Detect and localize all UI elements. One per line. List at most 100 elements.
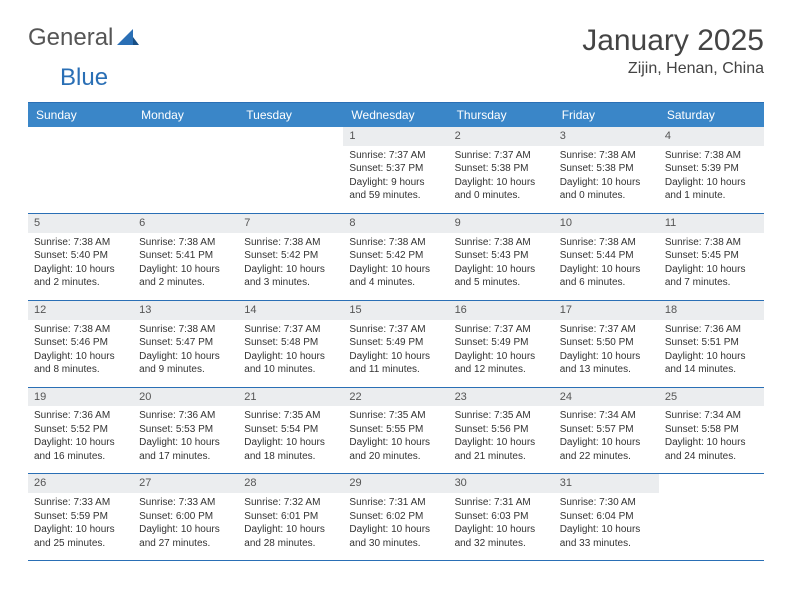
daylight-line-1: Daylight: 10 hours <box>560 523 653 537</box>
day-cell: 2Sunrise: 7:37 AMSunset: 5:38 PMDaylight… <box>449 127 554 213</box>
week-row: 5Sunrise: 7:38 AMSunset: 5:40 PMDaylight… <box>28 214 764 301</box>
day-number: 12 <box>28 301 133 320</box>
day-cell <box>659 474 764 560</box>
day-header: Thursday <box>449 103 554 127</box>
day-cell: 13Sunrise: 7:38 AMSunset: 5:47 PMDayligh… <box>133 301 238 387</box>
day-header: Wednesday <box>343 103 448 127</box>
logo-text-blue: Blue <box>60 64 108 91</box>
sunrise-line: Sunrise: 7:38 AM <box>34 323 127 337</box>
day-number: 18 <box>659 301 764 320</box>
sunset-line: Sunset: 5:58 PM <box>665 423 758 437</box>
daylight-line-2: and 21 minutes. <box>455 450 548 464</box>
daylight-line-2: and 4 minutes. <box>349 276 442 290</box>
sunset-line: Sunset: 5:47 PM <box>139 336 232 350</box>
logo: General <box>28 24 141 52</box>
sunrise-line: Sunrise: 7:38 AM <box>244 236 337 250</box>
daylight-line-2: and 1 minute. <box>665 189 758 203</box>
sunrise-line: Sunrise: 7:31 AM <box>349 496 442 510</box>
location: Zijin, Henan, China <box>582 60 764 78</box>
sunset-line: Sunset: 5:44 PM <box>560 249 653 263</box>
daylight-line-2: and 14 minutes. <box>665 363 758 377</box>
sunset-line: Sunset: 5:46 PM <box>34 336 127 350</box>
day-cell: 27Sunrise: 7:33 AMSunset: 6:00 PMDayligh… <box>133 474 238 560</box>
sunrise-line: Sunrise: 7:36 AM <box>139 409 232 423</box>
day-number: 24 <box>554 388 659 407</box>
day-header: Friday <box>554 103 659 127</box>
day-number: 3 <box>554 127 659 146</box>
title-block: January 2025 Zijin, Henan, China <box>582 24 764 78</box>
day-number: 13 <box>133 301 238 320</box>
day-number: 9 <box>449 214 554 233</box>
day-number: 21 <box>238 388 343 407</box>
week-row: 1Sunrise: 7:37 AMSunset: 5:37 PMDaylight… <box>28 127 764 214</box>
sunrise-line: Sunrise: 7:38 AM <box>139 236 232 250</box>
day-cell: 31Sunrise: 7:30 AMSunset: 6:04 PMDayligh… <box>554 474 659 560</box>
daylight-line-1: Daylight: 10 hours <box>244 263 337 277</box>
day-number: 2 <box>449 127 554 146</box>
sunrise-line: Sunrise: 7:34 AM <box>665 409 758 423</box>
daylight-line-2: and 13 minutes. <box>560 363 653 377</box>
day-number: 14 <box>238 301 343 320</box>
day-number: 25 <box>659 388 764 407</box>
sunset-line: Sunset: 5:43 PM <box>455 249 548 263</box>
sunset-line: Sunset: 5:37 PM <box>349 162 442 176</box>
daylight-line-2: and 11 minutes. <box>349 363 442 377</box>
daylight-line-2: and 7 minutes. <box>665 276 758 290</box>
day-header: Sunday <box>28 103 133 127</box>
day-cell <box>28 127 133 213</box>
day-number: 8 <box>343 214 448 233</box>
daylight-line-1: Daylight: 10 hours <box>455 176 548 190</box>
daylight-line-1: Daylight: 10 hours <box>560 263 653 277</box>
day-number: 6 <box>133 214 238 233</box>
sunset-line: Sunset: 5:52 PM <box>34 423 127 437</box>
day-cell: 20Sunrise: 7:36 AMSunset: 5:53 PMDayligh… <box>133 388 238 474</box>
day-cell: 30Sunrise: 7:31 AMSunset: 6:03 PMDayligh… <box>449 474 554 560</box>
logo-text-general: General <box>28 24 113 52</box>
weeks-container: 1Sunrise: 7:37 AMSunset: 5:37 PMDaylight… <box>28 127 764 561</box>
day-cell: 17Sunrise: 7:37 AMSunset: 5:50 PMDayligh… <box>554 301 659 387</box>
day-cell: 9Sunrise: 7:38 AMSunset: 5:43 PMDaylight… <box>449 214 554 300</box>
day-cell <box>238 127 343 213</box>
daylight-line-2: and 24 minutes. <box>665 450 758 464</box>
day-cell <box>133 127 238 213</box>
sunset-line: Sunset: 5:38 PM <box>560 162 653 176</box>
day-number: 30 <box>449 474 554 493</box>
sunrise-line: Sunrise: 7:37 AM <box>349 323 442 337</box>
sunrise-line: Sunrise: 7:37 AM <box>455 323 548 337</box>
daylight-line-2: and 59 minutes. <box>349 189 442 203</box>
day-cell: 6Sunrise: 7:38 AMSunset: 5:41 PMDaylight… <box>133 214 238 300</box>
sunrise-line: Sunrise: 7:35 AM <box>244 409 337 423</box>
daylight-line-2: and 9 minutes. <box>139 363 232 377</box>
day-number: 29 <box>343 474 448 493</box>
day-header: Saturday <box>659 103 764 127</box>
day-cell: 11Sunrise: 7:38 AMSunset: 5:45 PMDayligh… <box>659 214 764 300</box>
day-cell: 14Sunrise: 7:37 AMSunset: 5:48 PMDayligh… <box>238 301 343 387</box>
month-title: January 2025 <box>582 24 764 58</box>
sunset-line: Sunset: 5:59 PM <box>34 510 127 524</box>
sunrise-line: Sunrise: 7:38 AM <box>560 149 653 163</box>
day-header: Tuesday <box>238 103 343 127</box>
day-cell: 23Sunrise: 7:35 AMSunset: 5:56 PMDayligh… <box>449 388 554 474</box>
daylight-line-1: Daylight: 10 hours <box>455 523 548 537</box>
daylight-line-1: Daylight: 10 hours <box>34 350 127 364</box>
daylight-line-1: Daylight: 10 hours <box>244 350 337 364</box>
sunrise-line: Sunrise: 7:37 AM <box>244 323 337 337</box>
daylight-line-1: Daylight: 10 hours <box>560 350 653 364</box>
daylight-line-2: and 16 minutes. <box>34 450 127 464</box>
daylight-line-1: Daylight: 10 hours <box>560 436 653 450</box>
sunset-line: Sunset: 5:50 PM <box>560 336 653 350</box>
daylight-line-2: and 8 minutes. <box>34 363 127 377</box>
calendar: Sunday Monday Tuesday Wednesday Thursday… <box>28 102 764 561</box>
day-number: 19 <box>28 388 133 407</box>
day-header-row: Sunday Monday Tuesday Wednesday Thursday… <box>28 103 764 127</box>
daylight-line-2: and 2 minutes. <box>139 276 232 290</box>
daylight-line-2: and 3 minutes. <box>244 276 337 290</box>
sunrise-line: Sunrise: 7:38 AM <box>139 323 232 337</box>
day-cell: 3Sunrise: 7:38 AMSunset: 5:38 PMDaylight… <box>554 127 659 213</box>
day-cell: 1Sunrise: 7:37 AMSunset: 5:37 PMDaylight… <box>343 127 448 213</box>
sunset-line: Sunset: 5:45 PM <box>665 249 758 263</box>
sunset-line: Sunset: 5:38 PM <box>455 162 548 176</box>
daylight-line-1: Daylight: 10 hours <box>665 263 758 277</box>
daylight-line-1: Daylight: 10 hours <box>34 436 127 450</box>
day-cell: 16Sunrise: 7:37 AMSunset: 5:49 PMDayligh… <box>449 301 554 387</box>
